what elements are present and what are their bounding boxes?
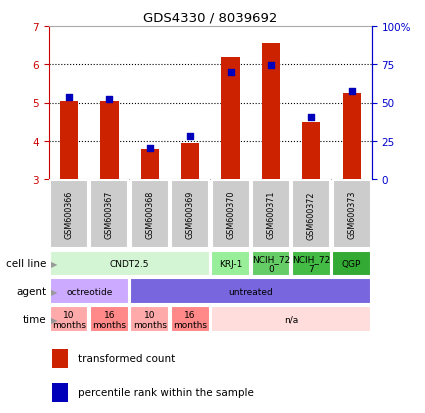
- Text: GSM600368: GSM600368: [145, 191, 154, 239]
- Text: GSM600373: GSM600373: [347, 191, 356, 239]
- Text: QGP: QGP: [342, 259, 361, 268]
- FancyBboxPatch shape: [171, 306, 210, 332]
- Text: 16
months: 16 months: [92, 310, 127, 329]
- Text: time: time: [23, 314, 47, 325]
- Bar: [181, 143, 199, 180]
- FancyBboxPatch shape: [252, 251, 290, 276]
- FancyBboxPatch shape: [130, 306, 169, 332]
- Point: [308, 114, 314, 121]
- Point: [106, 97, 113, 104]
- Text: percentile rank within the sample: percentile rank within the sample: [78, 387, 254, 397]
- Text: octreotide: octreotide: [66, 287, 113, 296]
- FancyBboxPatch shape: [131, 181, 169, 249]
- Point: [227, 69, 234, 76]
- Text: GSM600367: GSM600367: [105, 191, 114, 239]
- FancyBboxPatch shape: [333, 181, 371, 249]
- Bar: [262, 44, 280, 180]
- Text: NCIH_72
7: NCIH_72 7: [292, 254, 331, 273]
- FancyBboxPatch shape: [252, 181, 290, 249]
- Point: [348, 88, 355, 95]
- Bar: [302, 122, 320, 180]
- Text: agent: agent: [17, 286, 47, 297]
- Text: cell line: cell line: [6, 259, 47, 269]
- Bar: [221, 57, 240, 180]
- FancyBboxPatch shape: [292, 181, 330, 249]
- FancyBboxPatch shape: [50, 279, 129, 304]
- Bar: [141, 150, 159, 180]
- FancyBboxPatch shape: [50, 251, 210, 276]
- FancyBboxPatch shape: [212, 181, 249, 249]
- Text: transformed count: transformed count: [78, 354, 175, 363]
- Bar: [100, 101, 119, 180]
- Text: CNDT2.5: CNDT2.5: [110, 259, 149, 268]
- Point: [146, 145, 153, 152]
- Title: GDS4330 / 8039692: GDS4330 / 8039692: [143, 11, 278, 24]
- FancyBboxPatch shape: [211, 251, 250, 276]
- FancyBboxPatch shape: [130, 279, 371, 304]
- Text: 10
months: 10 months: [133, 310, 167, 329]
- Point: [187, 133, 193, 140]
- Text: n/a: n/a: [284, 315, 298, 324]
- Bar: [52, 383, 68, 402]
- FancyBboxPatch shape: [171, 181, 209, 249]
- Bar: [60, 101, 78, 180]
- Text: ▶: ▶: [51, 287, 57, 296]
- Text: GSM600372: GSM600372: [307, 190, 316, 239]
- FancyBboxPatch shape: [211, 306, 371, 332]
- Text: GSM600366: GSM600366: [65, 191, 74, 239]
- Text: GSM600370: GSM600370: [226, 191, 235, 239]
- FancyBboxPatch shape: [292, 251, 331, 276]
- Text: untreated: untreated: [228, 287, 273, 296]
- Text: ▶: ▶: [51, 315, 57, 324]
- FancyBboxPatch shape: [90, 306, 129, 332]
- FancyBboxPatch shape: [50, 306, 88, 332]
- Point: [65, 94, 72, 101]
- Text: KRJ-1: KRJ-1: [219, 259, 242, 268]
- Text: GSM600371: GSM600371: [266, 191, 275, 239]
- Point: [267, 62, 274, 69]
- Bar: [343, 94, 361, 180]
- Text: NCIH_72
0: NCIH_72 0: [252, 254, 290, 273]
- Bar: [52, 349, 68, 368]
- Text: 10
months: 10 months: [52, 310, 86, 329]
- Text: GSM600369: GSM600369: [186, 191, 195, 239]
- Text: 16
months: 16 months: [173, 310, 207, 329]
- Text: ▶: ▶: [51, 259, 57, 268]
- FancyBboxPatch shape: [50, 181, 88, 249]
- FancyBboxPatch shape: [332, 251, 371, 276]
- FancyBboxPatch shape: [91, 181, 128, 249]
